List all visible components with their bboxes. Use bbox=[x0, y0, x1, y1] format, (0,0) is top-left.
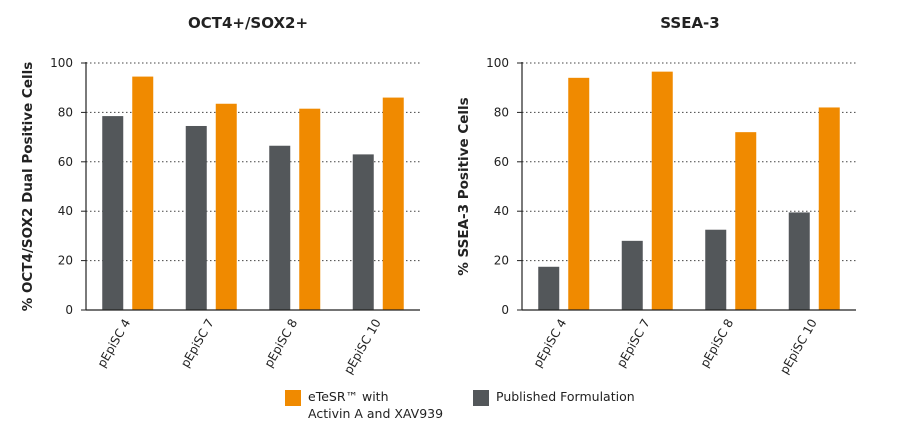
y-tick-label: 80 bbox=[58, 105, 73, 119]
y-tick-label: 100 bbox=[486, 56, 509, 70]
x-tick-label: pEpiSC 4 bbox=[530, 317, 569, 370]
bar-etesr bbox=[382, 97, 404, 310]
chart-title: SSEA-3 bbox=[660, 14, 719, 32]
y-tick-label: 80 bbox=[494, 105, 509, 119]
x-tick-label: pEpiSC 10 bbox=[341, 317, 384, 377]
legend-swatch-published bbox=[473, 390, 489, 406]
chart-1: OCT4+/SOX2+ % OCT4/SOX2 Dual Positive Cel… bbox=[20, 14, 420, 377]
bar-etesr bbox=[818, 107, 840, 311]
y-tick-label: 0 bbox=[501, 303, 509, 317]
bar-etesr bbox=[132, 76, 154, 311]
x-tick-label: pEpiSC 8 bbox=[697, 317, 736, 370]
bar-published-formulation bbox=[269, 145, 291, 310]
chart-2: SSEA-3 % SSEA-3 Positive Cells 0 20 40 60 80 10… bbox=[456, 14, 856, 377]
legend-item-published: Published Formulation bbox=[473, 388, 635, 406]
bar-etesr bbox=[299, 108, 321, 310]
y-axis-label: % SSEA-3 Positive Cells bbox=[456, 97, 472, 275]
legend: eTeSR™ with Activin A and XAV939 Publish… bbox=[285, 388, 705, 424]
y-axis-label: % OCT4/SOX2 Dual Positive Cells bbox=[20, 62, 36, 312]
x-tick-label: pEpiSC 4 bbox=[94, 317, 133, 370]
legend-label-etesr: eTeSR™ with Activin A and XAV939 bbox=[308, 389, 444, 421]
y-tick-label: 100 bbox=[50, 56, 73, 70]
bar-etesr bbox=[568, 77, 590, 310]
x-tick-label: pEpiSC 7 bbox=[614, 317, 653, 370]
bar-etesr bbox=[215, 103, 237, 310]
bar-etesr bbox=[651, 71, 673, 311]
chart-title: OCT4+/SOX2+ bbox=[188, 14, 308, 32]
legend-item-etesr: eTeSR™ with Activin A and XAV939 bbox=[285, 388, 443, 422]
bar-published-formulation bbox=[185, 125, 207, 310]
bar-published-formulation bbox=[538, 266, 560, 310]
y-tick-label: 60 bbox=[58, 155, 73, 169]
bar-published-formulation bbox=[352, 154, 374, 310]
bar-published-formulation bbox=[788, 212, 810, 310]
bar-published-formulation bbox=[705, 229, 727, 310]
y-tick-label: 40 bbox=[58, 204, 73, 218]
y-tick-label: 20 bbox=[58, 254, 73, 268]
y-tick-label: 40 bbox=[494, 204, 509, 218]
bar-published-formulation bbox=[102, 116, 124, 310]
x-tick-label: pEpiSC 10 bbox=[777, 317, 820, 377]
y-tick-label: 60 bbox=[494, 155, 509, 169]
legend-swatch-etesr bbox=[285, 390, 301, 406]
y-tick-label: 0 bbox=[65, 303, 73, 317]
bar-etesr bbox=[735, 132, 757, 310]
legend-label-published: Published Formulation bbox=[496, 389, 635, 404]
bar-published-formulation bbox=[621, 240, 643, 310]
y-tick-label: 20 bbox=[494, 254, 509, 268]
x-tick-label: pEpiSC 8 bbox=[261, 317, 300, 370]
x-tick-label: pEpiSC 7 bbox=[178, 317, 217, 370]
